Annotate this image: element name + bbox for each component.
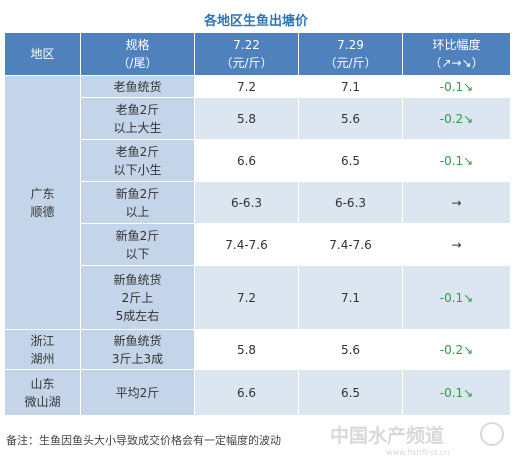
watermark-text: 中国水产频道 — [330, 424, 444, 447]
change-cell: → — [402, 223, 511, 266]
price-cell: 5.8 — [194, 329, 299, 370]
header-region: 地区 — [4, 32, 81, 76]
price-table: 地区 规格 （/尾） 7.22 （元/斤） 7.29 （元/斤） 环比幅度 （↗→↘） … — [4, 32, 511, 416]
price-cell: 7.4-7.6 — [194, 223, 299, 266]
price-cell: 6-6.3 — [194, 181, 299, 224]
change-cell: -0.1↘ — [402, 369, 511, 416]
spec-cell: 老鱼统货 — [80, 75, 195, 98]
spec-cell: 老鱼2斤 以下小生 — [80, 139, 195, 182]
spec-cell: 老鱼2斤 以上大生 — [80, 97, 195, 140]
watermark-logo: 中国水产频道 www.fishfirst.cn — [330, 422, 504, 457]
table-row: 新鱼2斤 以下 7.4-7.6 7.4-7.6 → — [5, 223, 511, 266]
spec-cell: 新鱼统货 3斤上3成 — [80, 329, 195, 370]
price-cell: 7.4-7.6 — [298, 223, 403, 266]
price-cell: 5.6 — [298, 97, 403, 140]
header-change: 环比幅度 （↗→↘） — [402, 32, 511, 76]
header-date-1: 7.22 （元/斤） — [194, 32, 299, 76]
table-row: 老鱼2斤 以上大生 5.8 5.6 -0.2↘ — [5, 97, 511, 140]
spec-cell: 新鱼2斤 以下 — [80, 223, 195, 266]
price-cell: 6.6 — [194, 139, 299, 182]
price-cell: 6-6.3 — [298, 181, 403, 224]
spec-cell: 新鱼统货 2斤上 5成左右 — [80, 265, 195, 330]
watermark-url: www.fishfirst.cn — [386, 448, 449, 457]
price-cell: 6.6 — [194, 369, 299, 416]
header-date-2: 7.29 （元/斤） — [298, 32, 403, 76]
header-row: 地区 规格 （/尾） 7.22 （元/斤） 7.29 （元/斤） 环比幅度 （↗→↘） — [4, 32, 511, 76]
price-cell: 6.5 — [298, 139, 403, 182]
change-cell: -0.1↘ — [402, 265, 511, 330]
spec-cell: 平均2斤 — [80, 369, 195, 416]
spec-cell: 新鱼2斤 以上 — [80, 181, 195, 224]
table-row: 新鱼统货 2斤上 5成左右 7.2 7.1 -0.1↘ — [5, 265, 511, 330]
region-cell: 浙江 湖州 — [4, 329, 81, 370]
price-cell: 7.2 — [194, 265, 299, 330]
price-cell: 5.6 — [298, 329, 403, 370]
price-cell: 7.1 — [298, 75, 403, 98]
change-cell: -0.1↘ — [402, 139, 511, 182]
region-cell: 山东 微山湖 — [4, 369, 81, 416]
table-row: 广东 顺德 老鱼统货 7.2 7.1 -0.1↘ — [4, 75, 511, 330]
table-row: 山东 微山湖 平均2斤 6.6 6.5 -0.1↘ — [4, 369, 511, 416]
price-cell: 6.5 — [298, 369, 403, 416]
change-cell: -0.1↘ — [402, 75, 511, 98]
price-cell: 7.1 — [298, 265, 403, 330]
region-cell: 广东 顺德 — [4, 75, 81, 330]
table-row: 新鱼2斤 以上 6-6.3 6-6.3 → — [5, 181, 511, 224]
change-cell: -0.2↘ — [402, 97, 511, 140]
price-cell: 5.8 — [194, 97, 299, 140]
table-title: 各地区生鱼出塘价 — [203, 14, 308, 29]
table-row: 浙江 湖州 新鱼统货 3斤上3成 5.8 5.6 -0.2↘ — [4, 329, 511, 370]
footnote: 备注：生鱼因鱼头大小导致成交价格会有一定幅度的波动 — [6, 434, 281, 447]
change-cell: → — [402, 181, 511, 224]
price-cell: 7.2 — [194, 75, 299, 98]
change-cell: -0.2↘ — [402, 329, 511, 370]
table-row: 老鱼2斤 以下小生 6.6 6.5 -0.1↘ — [5, 139, 511, 182]
watermark-emblem — [480, 422, 504, 446]
header-spec: 规格 （/尾） — [80, 32, 195, 76]
